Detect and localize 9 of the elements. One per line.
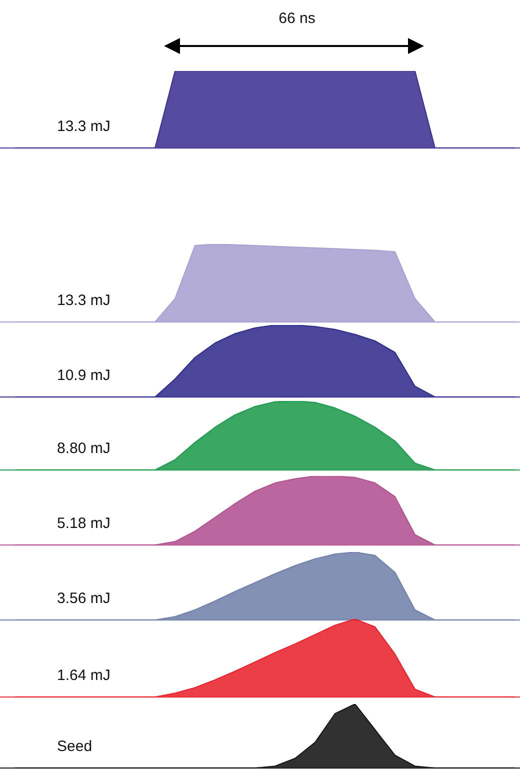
annotation: 3.56 mJ xyxy=(57,590,110,607)
annotation: Seed xyxy=(57,738,92,755)
annotation: 10.9 mJ xyxy=(57,367,110,384)
annotation: 1.64 mJ xyxy=(57,667,110,684)
annotation: 13.3 mJ xyxy=(57,292,110,309)
annotation: 13.3 mJ xyxy=(57,118,110,135)
annotation: 8.80 mJ xyxy=(57,440,110,457)
annotation: 5.18 mJ xyxy=(57,515,110,532)
text: 66 ns xyxy=(278,10,316,27)
